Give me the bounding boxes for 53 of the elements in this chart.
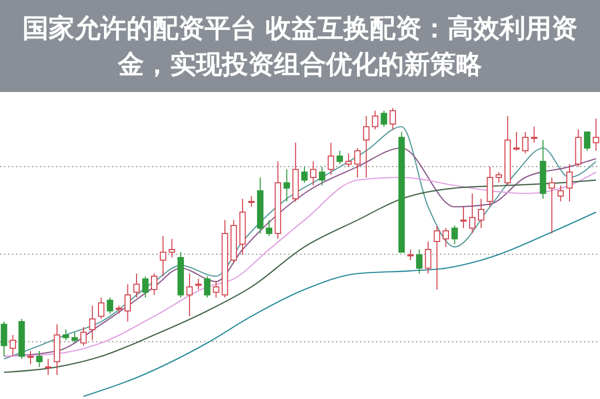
candlestick bbox=[380, 110, 388, 128]
candlestick bbox=[354, 148, 361, 178]
candlestick bbox=[390, 108, 396, 130]
candlestick bbox=[513, 132, 520, 152]
candlestick bbox=[345, 152, 352, 168]
candlestick bbox=[584, 132, 590, 152]
candlestick bbox=[424, 241, 432, 274]
candlestick bbox=[62, 329, 70, 341]
candlestick bbox=[478, 198, 484, 229]
candlestick bbox=[336, 150, 343, 165]
candlestick bbox=[142, 276, 149, 298]
candlestick bbox=[106, 297, 114, 314]
candlestick bbox=[530, 126, 538, 144]
candlestick bbox=[168, 238, 176, 258]
candlestick bbox=[195, 278, 202, 290]
candlestick bbox=[442, 228, 449, 248]
candlestick bbox=[133, 273, 140, 298]
candlestick bbox=[328, 142, 334, 176]
candlestick bbox=[548, 176, 556, 234]
candlestick bbox=[434, 224, 440, 290]
candlestick bbox=[27, 350, 34, 365]
candlestick bbox=[124, 284, 131, 322]
candlestick bbox=[98, 297, 104, 320]
candlestick bbox=[71, 332, 78, 344]
candlestick bbox=[266, 220, 272, 237]
candlestick bbox=[460, 206, 467, 229]
candlestick bbox=[557, 184, 564, 202]
candlestick bbox=[363, 116, 370, 178]
candlestick bbox=[248, 196, 255, 208]
candlestick bbox=[301, 166, 308, 184]
candlestick bbox=[416, 249, 422, 274]
candlestick bbox=[186, 273, 193, 317]
candlestick bbox=[566, 164, 573, 202]
candlestick bbox=[372, 110, 378, 130]
candlestick bbox=[36, 350, 43, 368]
candlestick bbox=[522, 132, 529, 154]
candlestick bbox=[0, 321, 8, 357]
candlestick bbox=[10, 334, 16, 357]
candlestick bbox=[469, 192, 476, 234]
chart-title: 国家允许的配资平台 收益互换配资：高效利用资金，实现投资组合优化的新策略 bbox=[22, 14, 578, 80]
candlestick bbox=[212, 281, 220, 298]
candlestick bbox=[496, 172, 502, 184]
candlestick bbox=[318, 166, 326, 186]
candlestick bbox=[89, 305, 96, 341]
candlestick bbox=[284, 168, 290, 202]
candlestick bbox=[407, 249, 414, 261]
candlestick bbox=[451, 224, 458, 245]
candlestick bbox=[151, 273, 158, 296]
candlestick bbox=[310, 160, 316, 186]
candlestick bbox=[80, 326, 87, 346]
candlestick bbox=[204, 276, 210, 298]
candlestick bbox=[44, 358, 52, 376]
candlestick bbox=[160, 236, 166, 277]
